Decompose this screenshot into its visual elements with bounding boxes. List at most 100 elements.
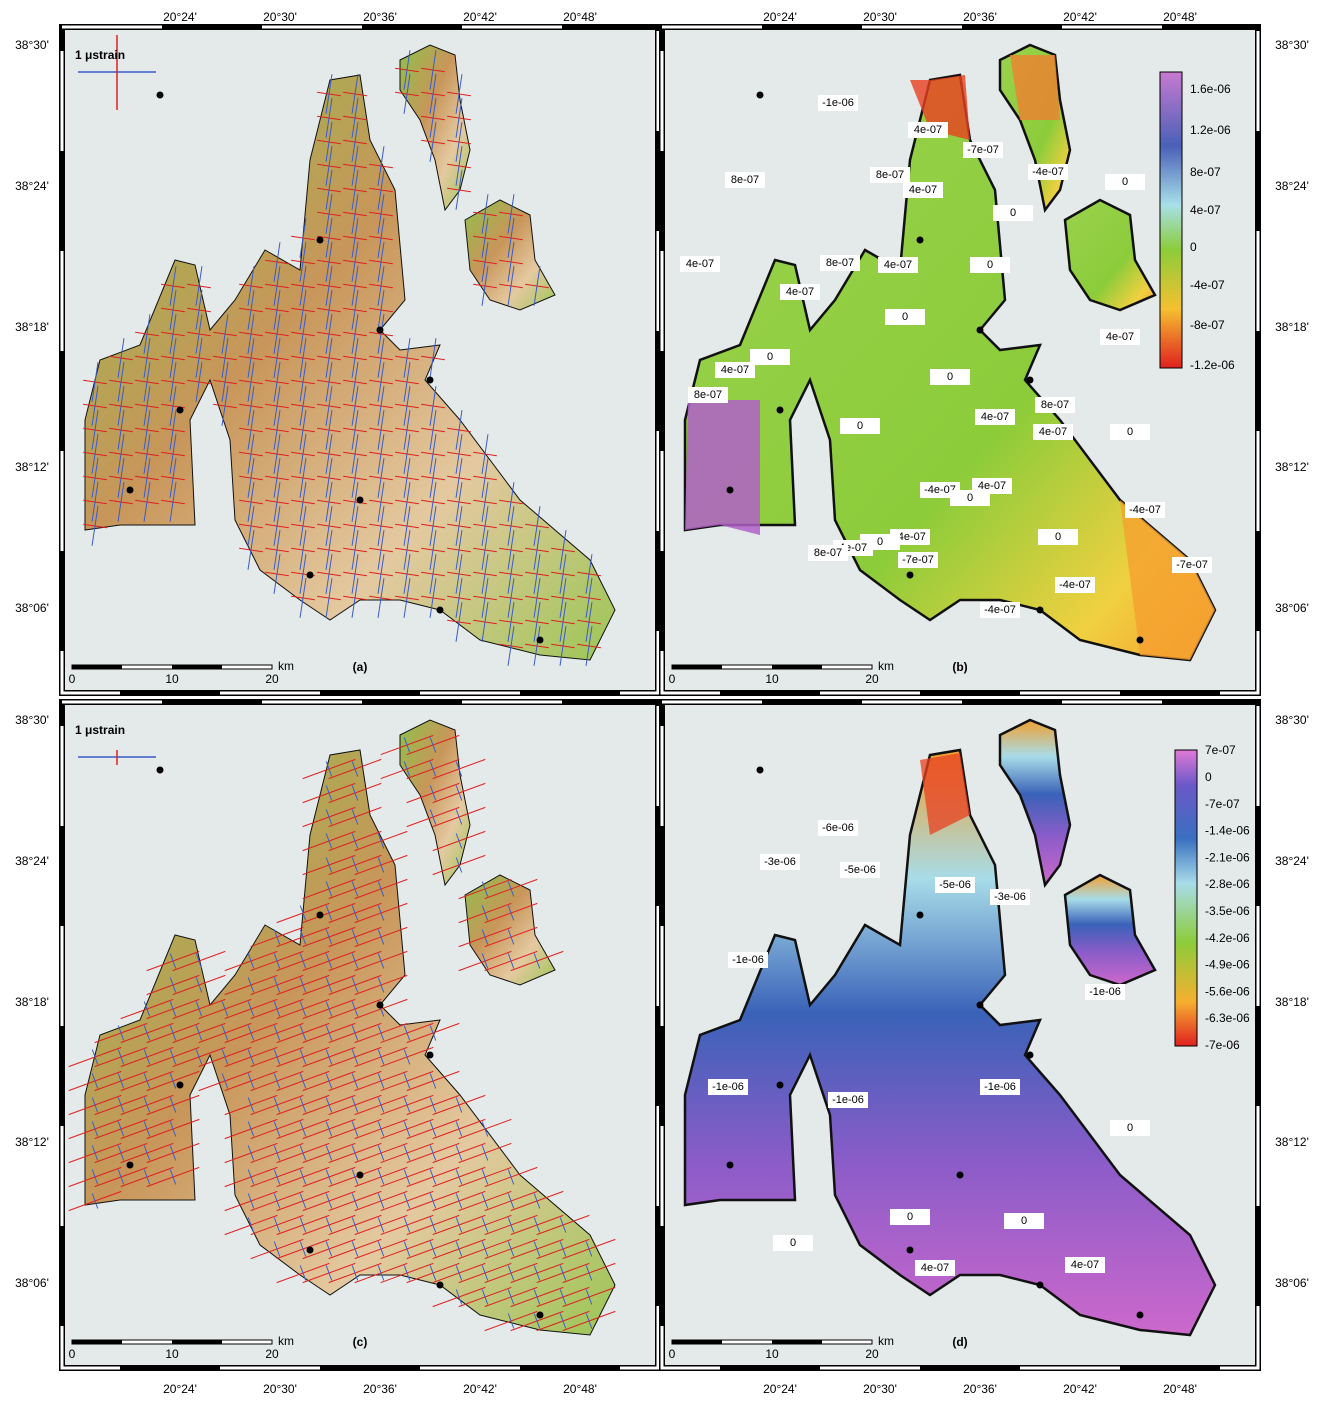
lat-label: 38°24' (1275, 179, 1309, 193)
lat-label: 38°12' (15, 460, 49, 474)
contour-label: 4e-07 (721, 364, 749, 376)
colorbar-label: -2.8e-06 (1205, 877, 1250, 891)
contour-label: 8e-07 (694, 389, 722, 401)
colorbar-label: -5.6e-06 (1205, 984, 1250, 998)
station (727, 1162, 734, 1169)
legend-label: 1 μstrain (75, 48, 125, 62)
colorbar-label: -2.1e-06 (1205, 850, 1250, 864)
panel-label: (c) (353, 1335, 368, 1349)
colorbar-label: -4e-07 (1190, 278, 1225, 292)
contour-label: -4e-07 (1059, 579, 1091, 591)
panel-label: (a) (353, 660, 368, 674)
contour-label: -1e-06 (832, 1094, 864, 1106)
contour-label: 4e-07 (1071, 1259, 1099, 1271)
contour-label: 8e-07 (1041, 399, 1069, 411)
lon-label: 20°24' (763, 1382, 797, 1396)
lat-label: 38°30' (15, 713, 49, 727)
station (727, 487, 734, 494)
station (757, 92, 764, 99)
lat-label: 38°06' (1275, 601, 1309, 615)
station (1027, 377, 1034, 384)
colorbar-label: -7e-07 (1205, 797, 1240, 811)
station (307, 1247, 314, 1254)
colorbar-label: 0 (1190, 240, 1197, 254)
lon-label: 20°42' (463, 10, 497, 24)
station (1137, 637, 1144, 644)
scale-unit: km (878, 659, 894, 673)
scale-bar (672, 1340, 722, 1344)
station (957, 1172, 964, 1179)
contour-label: 0 (1122, 176, 1128, 188)
station (1037, 1282, 1044, 1289)
contour-label: 4e-07 (981, 411, 1009, 423)
scale-bar (172, 665, 222, 669)
station (907, 1247, 914, 1254)
lon-label: 20°30' (863, 10, 897, 24)
station (1027, 1052, 1034, 1059)
lon-label: 20°48' (1163, 1382, 1197, 1396)
lon-label: 20°42' (1063, 10, 1097, 24)
station (977, 327, 984, 334)
contour-label: 0 (790, 1237, 796, 1249)
contour-label: -4e-07 (1129, 504, 1161, 516)
legend-label: 1 μstrain (75, 723, 125, 737)
colorbar-label: 0 (1205, 770, 1212, 784)
contour-label: -7e-07 (967, 144, 999, 156)
station (357, 497, 364, 504)
colorbar-label: 4e-07 (1190, 203, 1221, 217)
scale-bar (672, 665, 722, 669)
scale-label: 10 (165, 672, 179, 686)
scale-bar (172, 1340, 222, 1344)
lat-label: 38°24' (15, 854, 49, 868)
station (177, 407, 184, 414)
contour-label: -4e-07 (984, 604, 1016, 616)
station (917, 237, 924, 244)
contour-label: -7e-07 (902, 554, 934, 566)
station (377, 1002, 384, 1009)
panel: 01020km(d) (662, 702, 1258, 1368)
lat-label: 38°24' (15, 179, 49, 193)
scale-label: 10 (765, 1347, 779, 1361)
contour-label: -1e-06 (984, 1081, 1016, 1093)
station (317, 237, 324, 244)
colorbar-label: 1.6e-06 (1190, 82, 1231, 96)
lon-label: 20°30' (263, 1382, 297, 1396)
contour-label: 4e-07 (884, 259, 912, 271)
scale-label: 20 (265, 1347, 279, 1361)
station (437, 607, 444, 614)
station (427, 377, 434, 384)
scale-label: 20 (265, 672, 279, 686)
contour-label: 4e-07 (1106, 331, 1134, 343)
lon-label: 20°30' (263, 10, 297, 24)
lon-label: 20°36' (363, 10, 397, 24)
contour-label: 0 (1010, 207, 1016, 219)
station (317, 912, 324, 919)
scale-label: 0 (669, 672, 676, 686)
colorbar-label: -4.9e-06 (1205, 958, 1250, 972)
contour-label: 0 (947, 371, 953, 383)
contour-label: -6e-06 (822, 822, 854, 834)
scale-unit: km (878, 1334, 894, 1348)
scale-label: 0 (669, 1347, 676, 1361)
station (1137, 1312, 1144, 1319)
colorbar (1175, 750, 1197, 1046)
scale-bar (772, 665, 822, 669)
lat-label: 38°06' (15, 601, 49, 615)
scale-bar (772, 1340, 822, 1344)
colorbar-label: -1.2e-06 (1190, 358, 1235, 372)
lat-label: 38°30' (15, 38, 49, 52)
contour-label: 8e-07 (731, 174, 759, 186)
station (357, 1172, 364, 1179)
station (537, 637, 544, 644)
contour-label: 4e-07 (786, 286, 814, 298)
lat-label: 38°18' (15, 320, 49, 334)
colorbar (1160, 72, 1182, 368)
contour-label: 8e-07 (876, 169, 904, 181)
contour-label: 0 (907, 1211, 913, 1223)
station (427, 1052, 434, 1059)
contour-label: -3e-06 (994, 891, 1026, 903)
lat-label: 38°18' (15, 995, 49, 1009)
lon-label: 20°24' (163, 1382, 197, 1396)
panel-label: (b) (952, 660, 967, 674)
